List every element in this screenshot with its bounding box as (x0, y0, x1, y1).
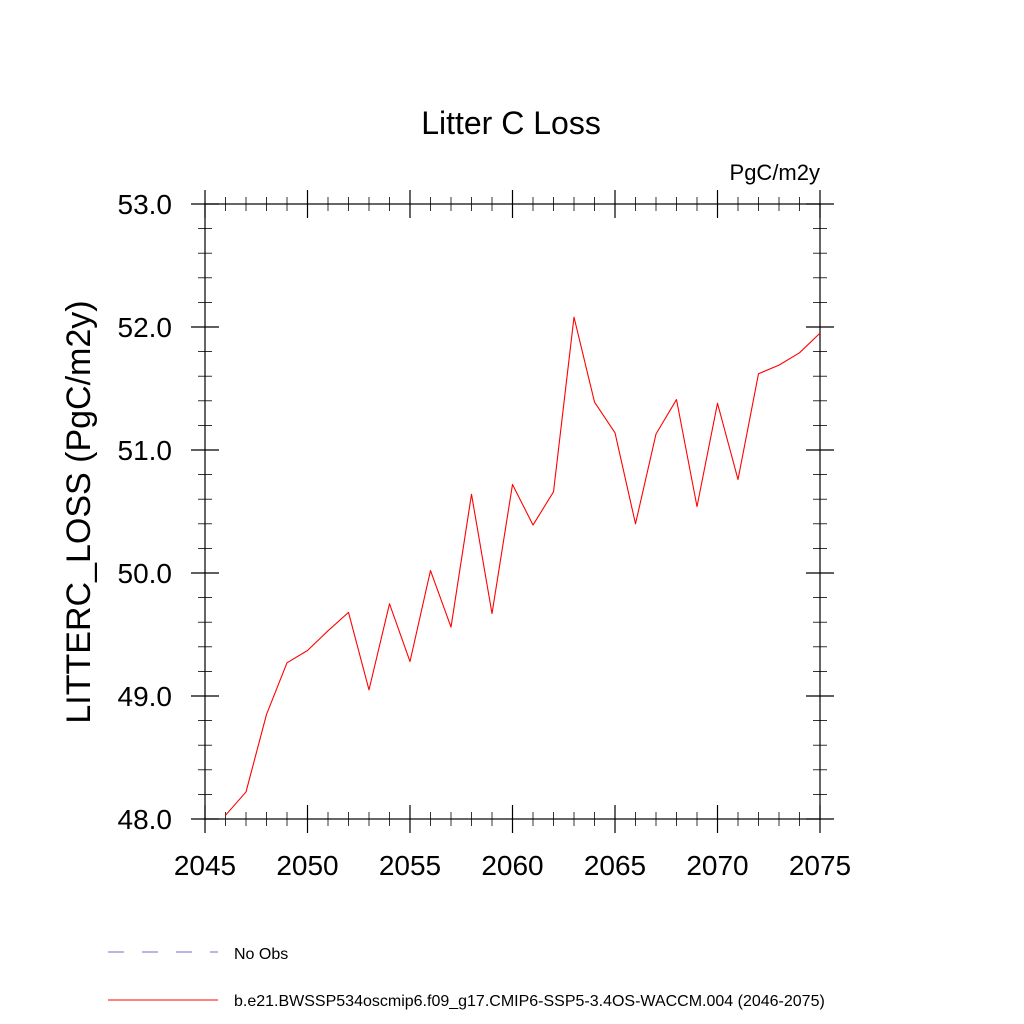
major-ticks (191, 190, 834, 833)
legend-label-model-run: b.e21.BWSSP534oscmip6.f09_g17.CMIP6-SSP5… (234, 993, 825, 1010)
legend: No Obs b.e21.BWSSP534oscmip6.f09_g17.CMI… (108, 946, 825, 1010)
y-tick-label-1: 49.0 (118, 681, 173, 712)
x-tick-label-2060: 2060 (481, 850, 543, 881)
chart-title: Litter C Loss (421, 105, 601, 141)
x-tick-label-2075: 2075 (789, 850, 851, 881)
series-group (225, 316, 821, 816)
x-tick-label-2050: 2050 (276, 850, 338, 881)
x-tick-labels: 2045 2050 2055 2060 2065 2070 2075 (174, 850, 851, 881)
x-tick-label-2055: 2055 (379, 850, 441, 881)
y-tick-label-0: 48.0 (118, 804, 173, 835)
x-tick-label-2045: 2045 (174, 850, 236, 881)
x-tick-label-2070: 2070 (686, 850, 748, 881)
y-tick-label-4: 52.0 (118, 312, 173, 343)
units-label: PgC/m2y (730, 160, 820, 185)
y-tick-labels: 48.0 49.0 50.0 51.0 52.0 53.0 (118, 189, 173, 835)
plot-frame (204, 203, 821, 820)
y-tick-label-3: 51.0 (118, 435, 173, 466)
minor-ticks (198, 197, 827, 826)
y-tick-label-5: 53.0 (118, 189, 173, 220)
series-line-0 (225, 316, 821, 816)
legend-label-no-obs: No Obs (234, 946, 288, 963)
y-axis-label: LITTERC_LOSS (PgC/m2y) (60, 300, 98, 723)
y-tick-label-2: 50.0 (118, 558, 173, 589)
x-tick-label-2065: 2065 (584, 850, 646, 881)
